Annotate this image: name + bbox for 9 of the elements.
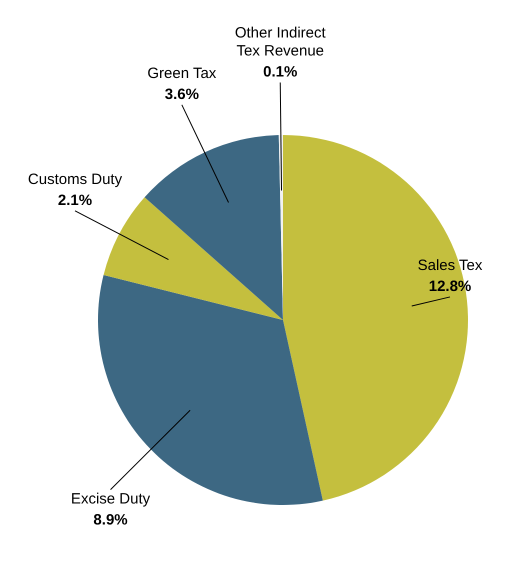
slice-label: Green Tax [147,64,217,82]
data-label: 0.1% [263,64,298,81]
data-label: 2.1% [58,192,92,209]
slice-label: Customs Duty [28,170,123,188]
slice-label: Other Indirect Tex Revenue [234,24,327,60]
slice-label: Excise Duty [70,490,151,508]
slice-label: Sales Tex [418,256,483,274]
data-label: 3.6% [164,86,199,103]
data-label: 8.9% [93,512,128,529]
